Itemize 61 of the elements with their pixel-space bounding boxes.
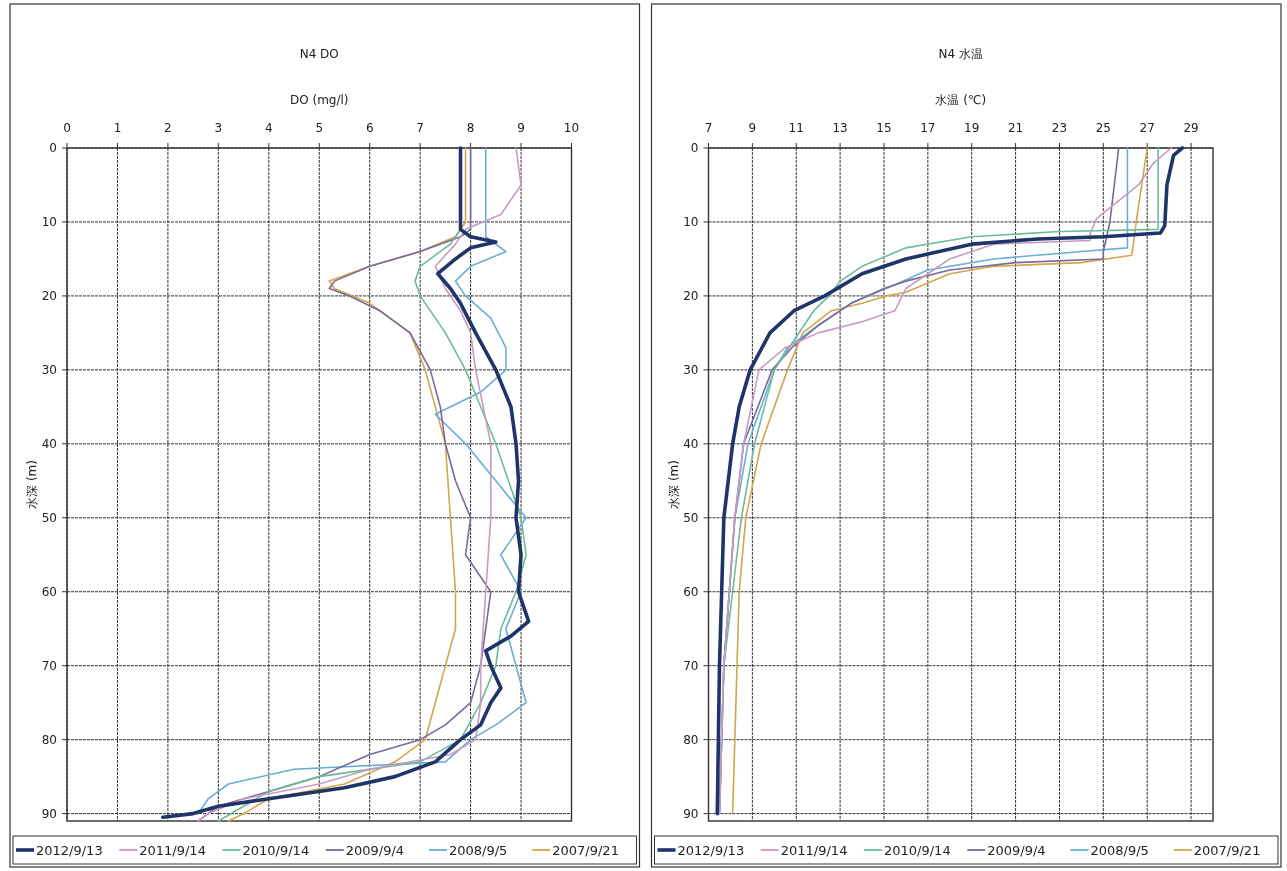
x-tick-label: 25 xyxy=(1095,121,1111,135)
x-tick-label: 21 xyxy=(1007,121,1024,135)
y-axis-title: 水深 (m) xyxy=(25,460,39,509)
y-tick-label: 80 xyxy=(683,732,699,747)
legend-label: 2009/9/4 xyxy=(987,843,1046,858)
y-tick-label: 60 xyxy=(41,584,57,599)
y-tick-label: 50 xyxy=(41,510,57,525)
legend-label: 2011/9/14 xyxy=(780,843,848,858)
x-tick-label: 3 xyxy=(214,121,223,135)
y-tick-label: 90 xyxy=(41,806,57,821)
y-tick-label: 80 xyxy=(41,732,57,747)
x-tick-label: 2 xyxy=(164,121,172,135)
y-tick-label: 0 xyxy=(690,141,699,155)
y-axis-title: 水深 (m) xyxy=(666,460,681,509)
y-tick-label: 50 xyxy=(683,510,699,525)
x-tick-label: 19 xyxy=(964,121,980,135)
y-tick-label: 70 xyxy=(683,658,699,673)
y-tick-label: 40 xyxy=(683,436,699,451)
y-tick-label: 20 xyxy=(41,288,57,303)
x-tick-label: 8 xyxy=(466,121,475,135)
x-tick-label: 9 xyxy=(517,121,525,135)
x-tick-label: 15 xyxy=(876,121,892,135)
legend-label: 2007/9/21 xyxy=(1193,843,1261,858)
y-tick-label: 30 xyxy=(683,362,699,377)
y-tick-label: 10 xyxy=(41,214,57,229)
y-tick-label: 40 xyxy=(41,436,57,451)
y-tick-label: 10 xyxy=(683,214,699,229)
legend-label: 2009/9/4 xyxy=(345,843,405,858)
x-tick-label: 4 xyxy=(264,121,273,135)
legend-label: 2008/9/5 xyxy=(1090,843,1149,858)
x-tick-label: 5 xyxy=(315,121,324,135)
chart-title: N4 DO xyxy=(299,47,339,61)
y-tick-label: 60 xyxy=(683,584,699,599)
y-tick-label: 0 xyxy=(49,141,57,155)
legend-label: 2012/9/13 xyxy=(36,843,103,858)
legend-label: 2008/9/5 xyxy=(449,843,508,858)
legend-label: 2010/9/14 xyxy=(884,843,951,858)
x-tick-label: 23 xyxy=(1051,121,1068,135)
y-tick-label: 90 xyxy=(683,806,699,821)
x-tick-label: 29 xyxy=(1183,121,1199,135)
x-tick-label: 10 xyxy=(563,121,580,135)
x-tick-label: 11 xyxy=(788,121,804,135)
legend-label: 2011/9/14 xyxy=(139,843,206,858)
x-tick-label: 7 xyxy=(416,121,424,135)
x-axis-title: 水温 (℃) xyxy=(935,93,987,107)
x-axis-title: DO (mg/l) xyxy=(289,93,349,107)
y-tick-label: 70 xyxy=(41,658,57,673)
legend-label: 2010/9/14 xyxy=(242,843,310,858)
x-tick-label: 9 xyxy=(748,121,757,135)
y-tick-label: 30 xyxy=(41,362,57,377)
y-tick-label: 20 xyxy=(683,288,699,303)
legend-label: 2007/9/21 xyxy=(552,843,619,858)
x-tick-label: 13 xyxy=(832,121,848,135)
x-tick-label: 17 xyxy=(920,121,936,135)
x-tick-label: 6 xyxy=(365,121,374,135)
chart-title: N4 水温 xyxy=(938,47,983,61)
x-tick-label: 7 xyxy=(704,121,713,135)
legend-label: 2012/9/13 xyxy=(677,843,745,858)
x-tick-label: 0 xyxy=(63,121,71,135)
x-tick-label: 27 xyxy=(1139,121,1155,135)
x-tick-label: 1 xyxy=(113,121,122,135)
